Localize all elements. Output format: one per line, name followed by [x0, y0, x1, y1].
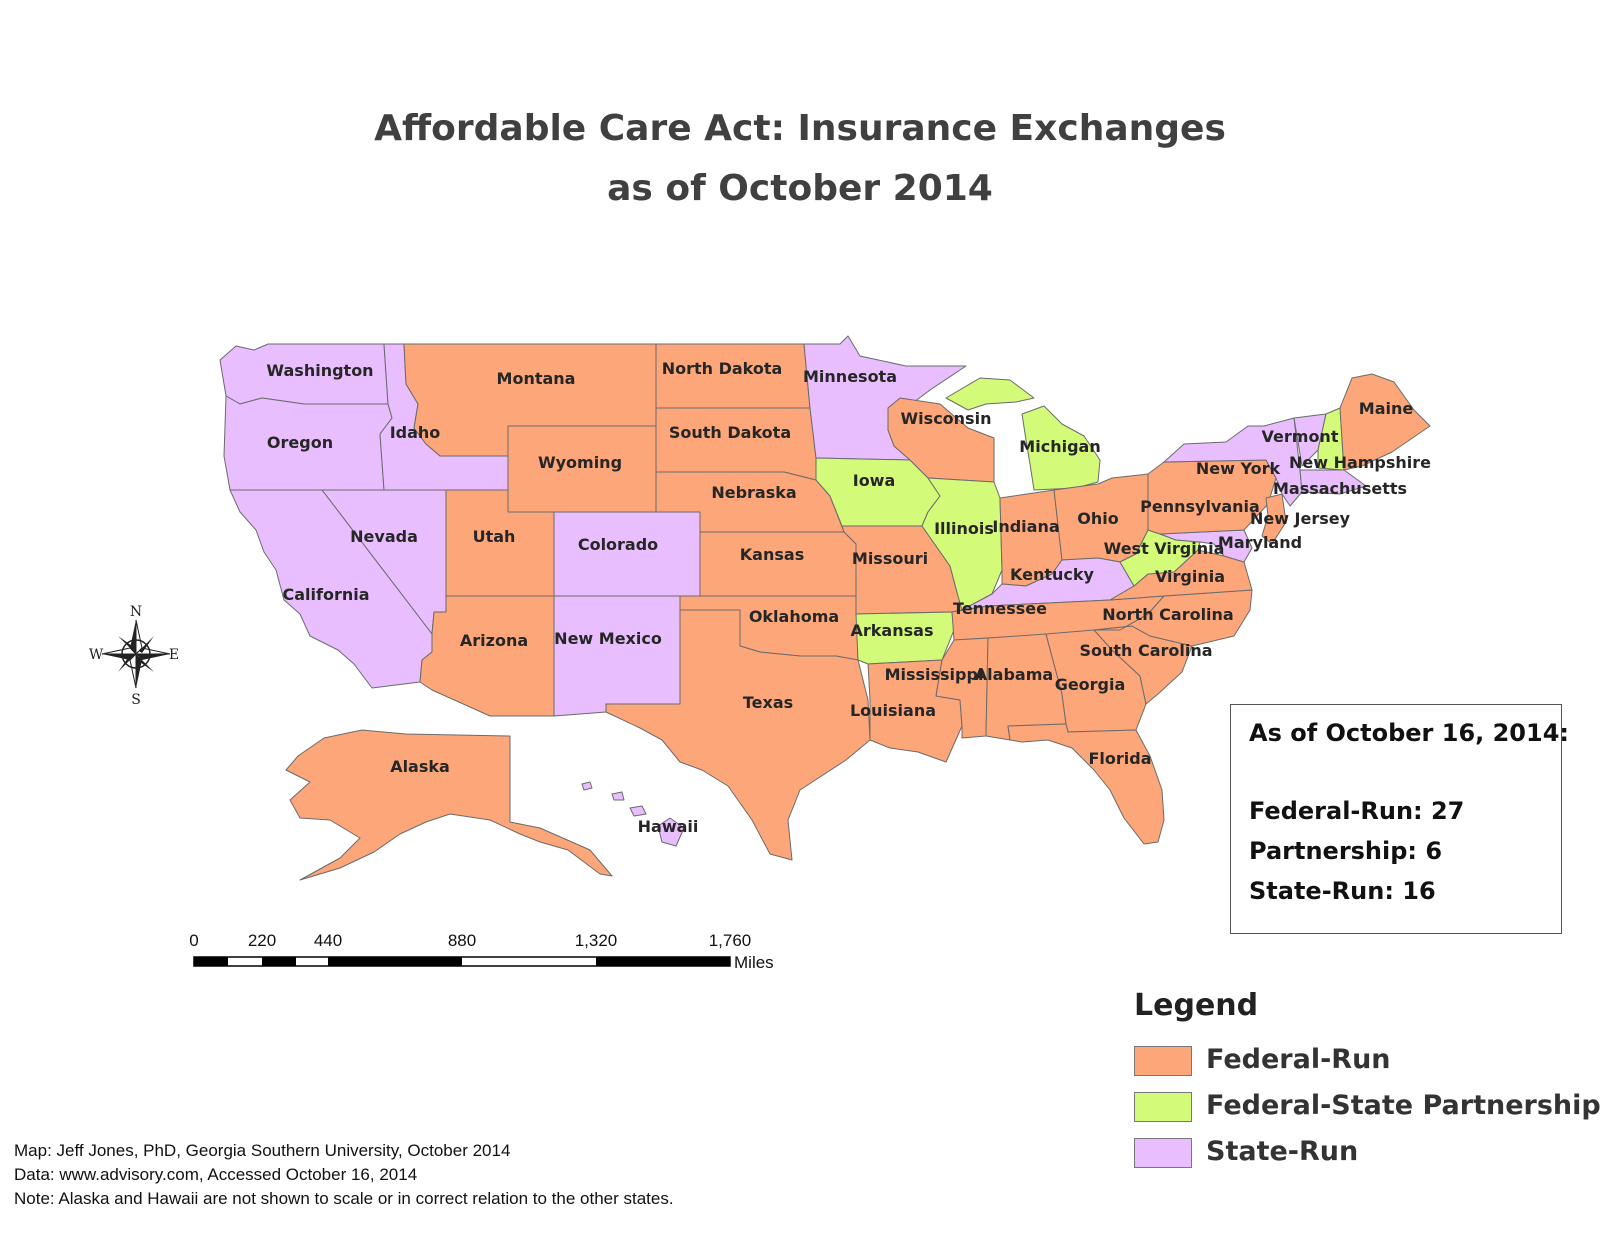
- compass-rose: N S E W: [89, 604, 179, 708]
- state-label-iowa: Iowa: [853, 471, 896, 490]
- state-label-louisiana: Louisiana: [850, 701, 936, 720]
- state-north-carolina[interactable]: [1093, 589, 1253, 647]
- stats-partnership: Partnership: 6: [1249, 837, 1443, 865]
- state-label-south-carolina: South Carolina: [1079, 641, 1212, 660]
- state-label-minnesota: Minnesota: [803, 367, 897, 386]
- stats-state: State-Run: 16: [1249, 877, 1436, 905]
- state-label-wisconsin: Wisconsin: [901, 409, 992, 428]
- state-florida[interactable]: [1007, 723, 1165, 845]
- state-label-wyoming: Wyoming: [538, 453, 622, 472]
- state-label-massachusetts: Massachusetts: [1273, 479, 1407, 498]
- state-maine[interactable]: [1339, 373, 1431, 471]
- legend-label-partnership: Federal-State Partnership: [1206, 1090, 1600, 1121]
- credit-map: Map: Jeff Jones, PhD, Georgia Southern U…: [14, 1141, 511, 1160]
- state-maryland[interactable]: [1159, 529, 1253, 563]
- credit-data: Data: www.advisory.com, Accessed October…: [14, 1165, 418, 1184]
- stats-heading: As of October 16, 2014:: [1249, 719, 1570, 747]
- state-label-north-dakota: North Dakota: [662, 359, 783, 378]
- legend-label-state: State-Run: [1206, 1136, 1359, 1167]
- state-label-mississippi: Mississippi: [885, 665, 984, 684]
- state-south-dakota[interactable]: [655, 407, 817, 481]
- legend-label-federal: Federal-Run: [1206, 1044, 1391, 1075]
- state-label-oklahoma: Oklahoma: [749, 607, 839, 626]
- scale-bar: 0 220 440 880 1,320 1,760 Miles: [189, 931, 773, 972]
- scale-unit: Miles: [734, 953, 774, 972]
- state-label-california: California: [282, 585, 369, 604]
- state-label-vermont: Vermont: [1262, 427, 1339, 446]
- stats-box: As of October 16, 2014: Federal-Run: 27 …: [1230, 704, 1569, 934]
- state-label-washington: Washington: [266, 361, 373, 380]
- state-label-maryland: Maryland: [1218, 533, 1302, 552]
- state-arizona[interactable]: [419, 595, 555, 717]
- stats-federal: Federal-Run: 27: [1249, 797, 1465, 825]
- state-label-missouri: Missouri: [852, 549, 928, 568]
- state-colorado[interactable]: [553, 511, 701, 597]
- state-label-illinois: Illinois: [934, 519, 994, 538]
- state-label-ohio: Ohio: [1077, 509, 1118, 528]
- state-label-new-jersey: New Jersey: [1250, 509, 1351, 528]
- scale-tick-0: 0: [189, 931, 198, 950]
- state-label-maine: Maine: [1359, 399, 1414, 418]
- compass-e: E: [169, 647, 179, 663]
- state-label-oregon: Oregon: [267, 433, 333, 452]
- state-label-north-carolina: North Carolina: [1102, 605, 1233, 624]
- state-label-kentucky: Kentucky: [1010, 565, 1095, 584]
- state-label-georgia: Georgia: [1055, 675, 1126, 694]
- map-title-line-1: Affordable Care Act: Insurance Exchanges: [374, 108, 1226, 149]
- state-label-montana: Montana: [497, 369, 576, 388]
- state-label-colorado: Colorado: [578, 535, 658, 554]
- state-label-michigan: Michigan: [1019, 437, 1100, 456]
- compass-w: W: [89, 647, 104, 663]
- state-label-tennessee: Tennessee: [953, 599, 1047, 618]
- state-label-nebraska: Nebraska: [711, 483, 796, 502]
- state-new-mexico[interactable]: [553, 595, 681, 717]
- map-title-line-2: as of October 2014: [607, 168, 993, 209]
- scale-tick-220: 220: [248, 931, 276, 950]
- state-label-hawaii: Hawaii: [638, 817, 699, 836]
- state-hawaii[interactable]: [581, 781, 685, 847]
- state-mississippi[interactable]: [935, 637, 989, 739]
- state-label-utah: Utah: [473, 527, 516, 546]
- state-label-texas: Texas: [743, 693, 793, 712]
- state-label-new-york: New York: [1196, 459, 1281, 478]
- compass-n: N: [130, 604, 142, 620]
- state-texas[interactable]: [605, 609, 871, 861]
- state-michigan[interactable]: [945, 377, 1101, 491]
- legend-title: Legend: [1134, 988, 1259, 1023]
- state-massachusetts[interactable]: [1299, 469, 1367, 495]
- state-label-nevada: Nevada: [350, 527, 418, 546]
- state-label-florida: Florida: [1088, 749, 1151, 768]
- scale-tick-880: 880: [448, 931, 476, 950]
- compass-s: S: [131, 692, 141, 708]
- legend-swatch-federal: [1134, 1046, 1192, 1076]
- state-kansas[interactable]: [699, 531, 857, 597]
- state-label-arkansas: Arkansas: [851, 621, 934, 640]
- scale-tick-440: 440: [314, 931, 342, 950]
- state-label-pennsylvania: Pennsylvania: [1140, 497, 1260, 516]
- legend-swatch-state: [1134, 1138, 1192, 1168]
- state-label-new-mexico: New Mexico: [554, 629, 662, 648]
- state-label-alabama: Alabama: [975, 665, 1053, 684]
- state-alaska[interactable]: [285, 729, 613, 881]
- state-label-idaho: Idaho: [390, 423, 441, 442]
- legend-swatch-partnership: [1134, 1092, 1192, 1122]
- scale-tick-1760: 1,760: [709, 931, 752, 950]
- scale-tick-1320: 1,320: [575, 931, 618, 950]
- state-label-virginia: Virginia: [1155, 567, 1225, 586]
- state-label-new-hampshire: New Hampshire: [1289, 453, 1431, 472]
- state-label-indiana: Indiana: [992, 517, 1059, 536]
- state-label-kansas: Kansas: [740, 545, 804, 564]
- state-label-west-virginia: West Virginia: [1104, 539, 1225, 558]
- state-new-hampshire[interactable]: [1317, 407, 1345, 471]
- credit-note: Note: Alaska and Hawaii are not shown to…: [14, 1189, 674, 1208]
- state-label-alaska: Alaska: [390, 757, 450, 776]
- state-label-south-dakota: South Dakota: [669, 423, 791, 442]
- state-label-arizona: Arizona: [460, 631, 528, 650]
